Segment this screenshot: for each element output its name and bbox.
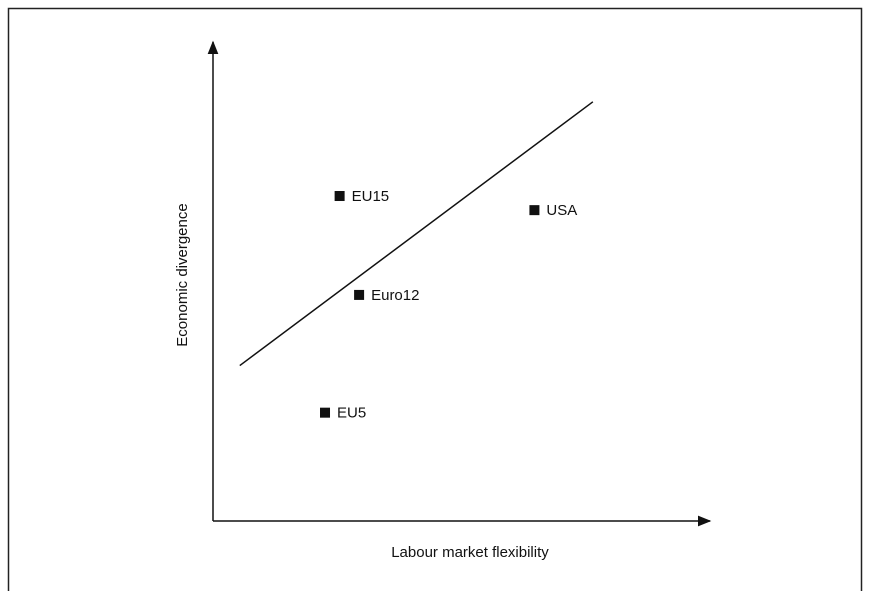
- point-label: EU15: [352, 188, 390, 205]
- point-label: USA: [546, 202, 577, 219]
- point-label: Euro12: [371, 287, 419, 304]
- point-label: EU5: [337, 405, 366, 422]
- point: [354, 289, 365, 300]
- x-axis-label: Labour market flexibility: [391, 544, 549, 561]
- frame: [7, 7, 863, 591]
- y-axis-label: Economic divergence: [174, 203, 191, 346]
- point: [320, 407, 331, 418]
- trend-line: [239, 101, 594, 367]
- point: [529, 205, 540, 216]
- point: [334, 191, 345, 202]
